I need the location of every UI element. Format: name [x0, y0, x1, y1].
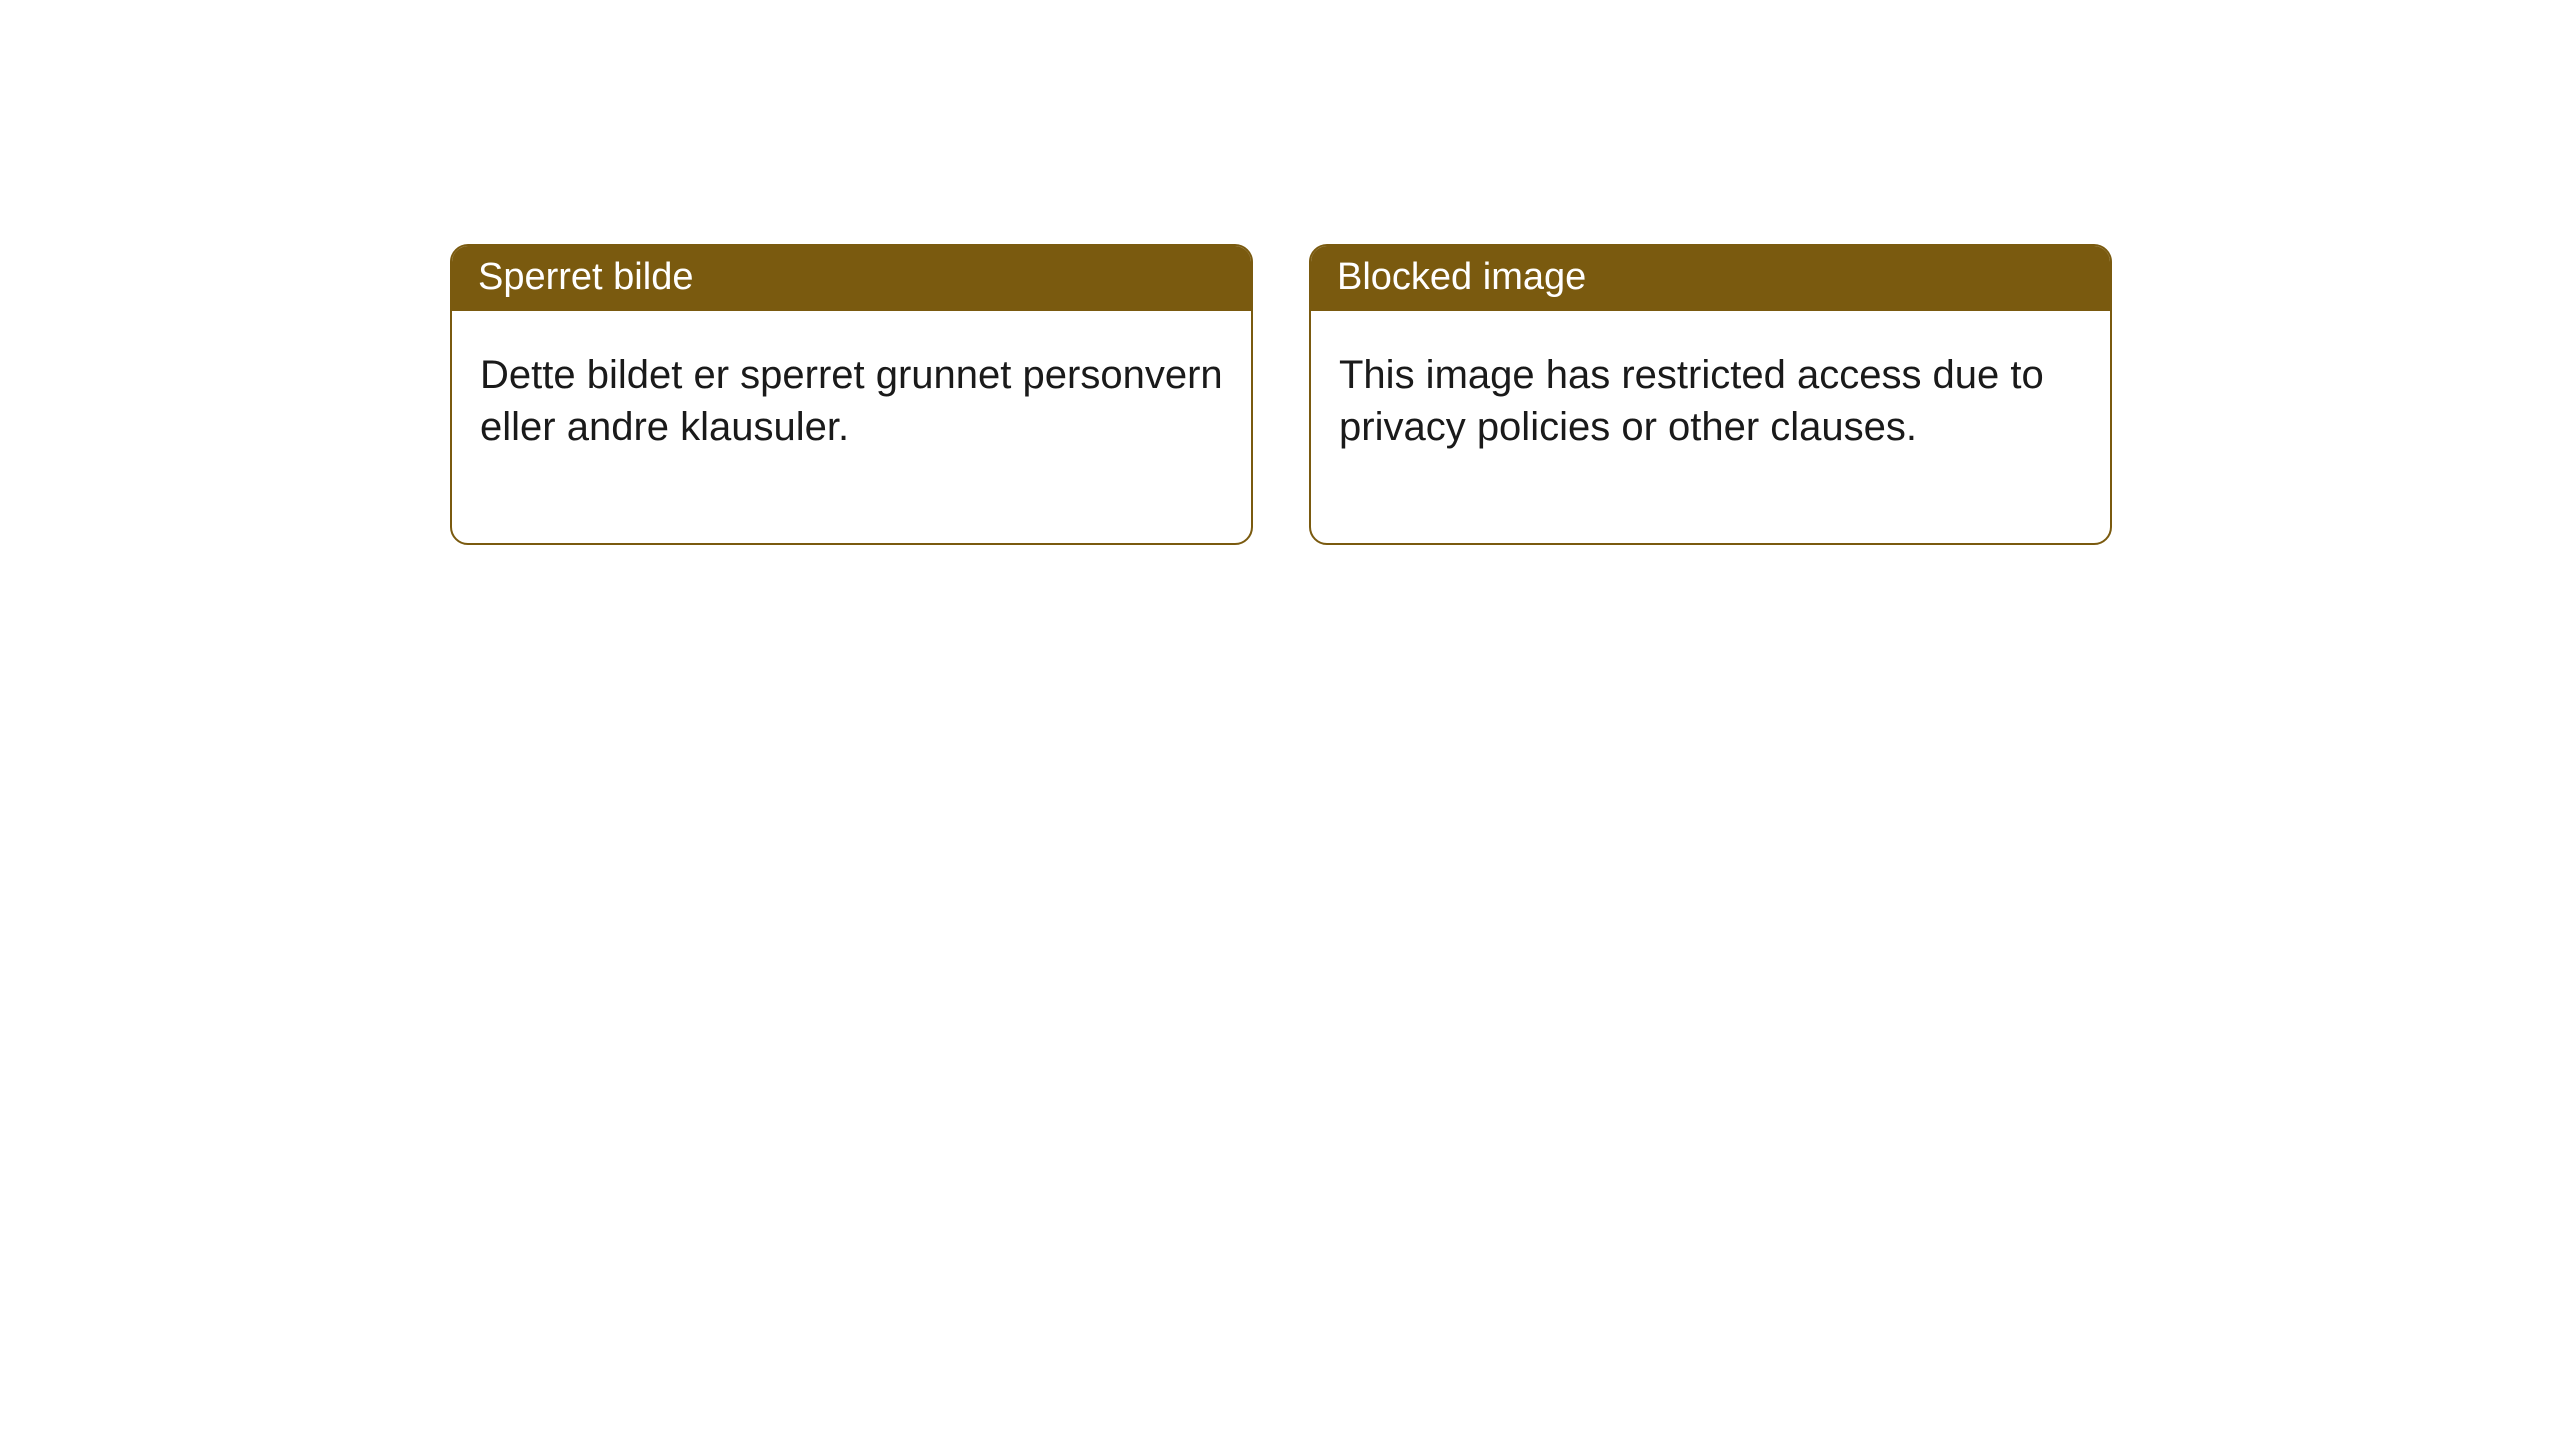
notice-card-no: Sperret bilde Dette bildet er sperret gr…	[450, 244, 1253, 545]
notice-body-en: This image has restricted access due to …	[1311, 311, 2110, 543]
notice-title-no: Sperret bilde	[452, 246, 1251, 311]
notice-card-en: Blocked image This image has restricted …	[1309, 244, 2112, 545]
notice-container: Sperret bilde Dette bildet er sperret gr…	[450, 244, 2112, 545]
notice-body-no: Dette bildet er sperret grunnet personve…	[452, 311, 1251, 543]
notice-title-en: Blocked image	[1311, 246, 2110, 311]
